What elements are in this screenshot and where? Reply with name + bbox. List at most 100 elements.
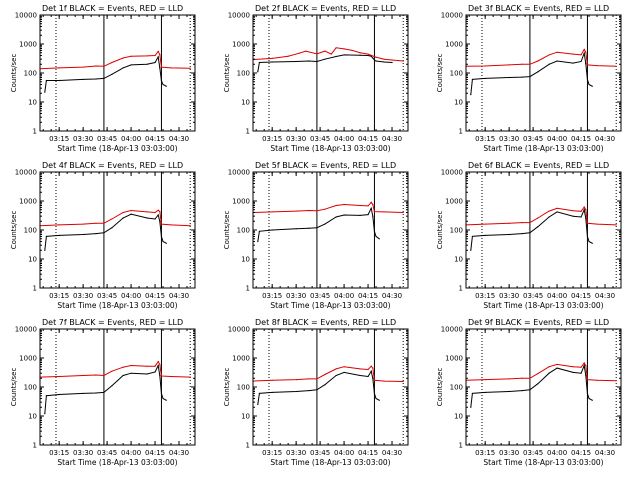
data-point-events [359,214,361,216]
data-point-events [258,392,260,395]
data-point-events [295,228,297,230]
data-point-lld [103,65,105,67]
data-point-lld [271,211,273,213]
data-point-lld [324,50,326,52]
y-axis-label: Counts/sec [223,54,231,93]
x-tick-label: 03:45 [97,449,117,457]
data-point-events [585,374,587,377]
data-point-events [308,227,310,229]
x-tick-label: 03:45 [97,135,117,143]
data-point-events [508,76,510,79]
data-point-events [162,397,164,400]
panel-title: Det 5f BLACK = Events, RED = LLD [255,161,396,170]
data-point-events [146,63,148,65]
data-point-lld [103,222,105,224]
data-point-lld [508,378,510,380]
data-point-lld [159,211,161,213]
data-point-lld [548,366,550,368]
plot-frame [39,171,196,289]
y-tick-label: 1 [246,442,250,450]
data-point-lld [157,50,159,52]
plot-frame [39,14,196,132]
x-tick-label: 03:45 [523,449,543,457]
y-tick-label: 10000 [15,169,37,177]
data-point-lld [583,206,585,208]
data-point-lld [335,368,337,370]
data-point-events [130,372,132,374]
plot-frame [39,328,196,446]
y-tick-label: 10000 [441,169,463,177]
series-line-events [44,363,167,414]
y-tick-label: 10000 [441,12,463,20]
data-point-events [521,76,523,78]
data-point-events [521,233,523,235]
x-tick-label: 03:30 [499,449,519,457]
data-point-lld [82,66,84,68]
data-point-events [359,54,361,56]
y-tick-label: 10000 [228,169,250,177]
series-line-events [257,369,380,405]
y-tick-label: 1000 [445,355,463,363]
data-point-lld [298,52,300,54]
data-point-events [271,391,273,394]
data-point-events [391,61,393,64]
data-point-events [373,59,376,61]
data-point-lld [170,67,172,69]
data-point-events [44,249,46,251]
x-tick-label: 04:00 [121,292,141,300]
data-point-lld [343,203,345,206]
data-point-lld [130,209,132,212]
data-point-events [572,62,574,64]
data-point-lld [367,368,369,371]
x-tick-label: 04:30 [382,449,402,457]
data-point-events [162,240,164,243]
data-point-lld [375,56,377,58]
data-point-lld [521,221,523,224]
data-point-lld [82,223,84,225]
plot-panel-8: Det 8f BLACK = Events, RED = LLD 1 10 100 10… [223,318,409,467]
x-tick-label: 04:00 [547,449,567,457]
x-tick-label: 03:45 [97,292,117,300]
x-tick-label: 04:00 [121,449,141,457]
y-tick-label: 10 [28,256,37,264]
y-tick-label: 10 [241,413,250,421]
x-tick-label: 03:15 [49,135,69,143]
data-point-events [588,397,590,400]
data-point-lld [521,63,523,65]
series-line-lld [465,48,617,67]
y-tick-label: 1000 [445,198,463,206]
x-tick-label: 03:30 [73,449,93,457]
data-point-events [375,235,377,238]
data-point-lld [370,201,372,203]
y-tick-label: 1 [33,285,37,293]
x-tick-label: 03:15 [475,292,495,300]
data-point-lld [596,64,598,67]
data-point-events [335,216,337,218]
y-tick-label: 10 [454,256,463,264]
data-point-lld [372,367,374,369]
x-tick-label: 04:30 [595,292,615,300]
x-tick-label: 04:15 [571,135,591,143]
data-point-events [484,77,486,80]
data-point-events [95,78,97,80]
data-point-events [585,63,587,65]
data-point-lld [548,210,550,212]
data-point-lld [58,375,60,378]
data-point-lld [367,205,369,207]
x-tick-label: 04:30 [595,449,615,457]
data-point-events [316,227,318,229]
data-point-events [165,399,167,401]
data-point-lld [160,223,163,225]
y-tick-label: 1000 [232,41,250,49]
data-point-events [103,232,105,234]
data-point-lld [484,65,486,67]
data-point-events [146,373,148,375]
y-tick-label: 100 [24,384,37,392]
data-point-lld [95,374,97,376]
x-axis-label: Start Time (18-Apr-13 03:03:00) [57,144,177,153]
data-point-lld [103,374,105,377]
data-point-lld [572,210,574,212]
x-tick-label: 04:00 [547,135,567,143]
data-point-lld [160,66,163,68]
y-tick-label: 100 [450,70,463,78]
